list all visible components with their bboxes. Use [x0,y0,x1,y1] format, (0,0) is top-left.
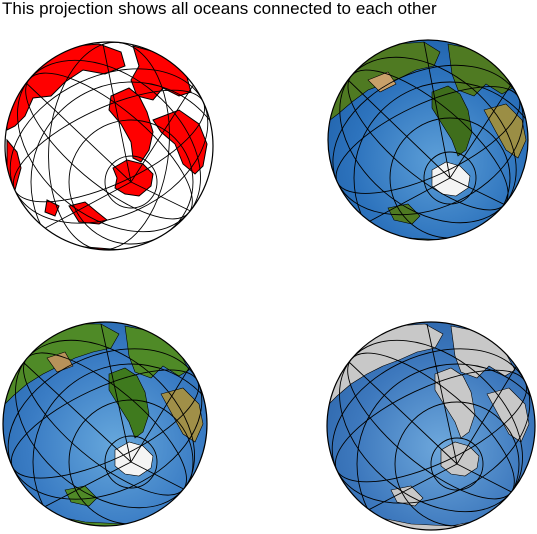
figure-title: This projection shows all oceans connect… [2,0,437,18]
globe-panel-topography [327,39,537,252]
landmass-north-desert [367,71,397,93]
landmass-africa [160,387,204,443]
globe-panel-land-fill [3,40,215,252]
globe-map-3 [2,321,208,527]
globe-map-1 [4,41,214,251]
globe-map-4 [326,321,536,531]
globe-panel-bathymetry [326,321,537,534]
ocean [327,322,535,530]
globe-outline [4,41,214,251]
globe-outline [2,321,208,527]
ocean [5,42,213,250]
landmass-south-west [64,485,98,507]
globe-outline [326,321,536,531]
landmass-north-east [447,43,513,97]
landmass-south-west [387,203,421,225]
globe-outline [327,39,529,241]
landmass-antarctica [431,161,471,197]
landmass-antarctica [112,159,154,197]
landmass-south-west-2 [44,199,60,217]
landmass-north-east [450,325,516,379]
globe-map-2 [327,39,529,241]
landmass-south-america [434,367,476,439]
landmass-south-america [108,367,150,439]
globe-panel-topography-2 [2,321,215,534]
landmass-africa [486,387,530,443]
